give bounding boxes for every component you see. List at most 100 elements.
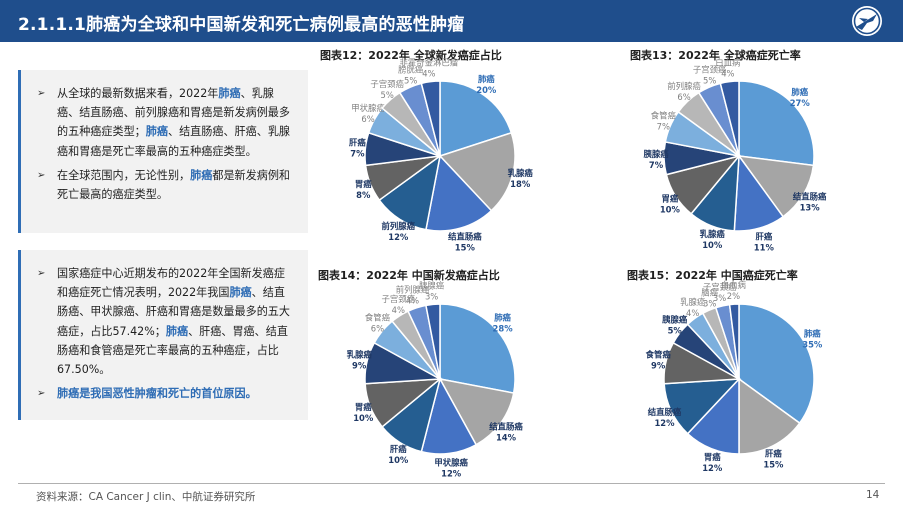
- slice-value-label: 3%: [703, 298, 716, 308]
- slice-value-label: 6%: [361, 114, 374, 124]
- pie-slice: [738, 80, 815, 167]
- slice-value-label: 15%: [455, 242, 476, 252]
- slice-label: 前列腺癌: [382, 221, 416, 231]
- slice-value-label: 10%: [388, 455, 409, 465]
- bullet-arrow-icon: ➢: [37, 268, 46, 279]
- slice-value-label: 11%: [754, 242, 775, 252]
- chart-title-15: 图表15：2022年 中国癌症死亡率: [627, 269, 798, 282]
- slice-value-label: 3%: [425, 291, 438, 301]
- slice-label: 前列腺癌: [396, 284, 430, 294]
- bullet-item: ➢ 国家癌症中心近期发布的2022年全国新发癌症和癌症死亡情况表明，2022年我国…: [37, 264, 296, 379]
- slice-label: 胃癌: [704, 452, 721, 462]
- slice-value-label: 12%: [441, 468, 462, 478]
- slice-value-label: 10%: [660, 205, 681, 215]
- bullet-text: 、结直肠癌、肝癌、乳腺癌和胃癌是死亡率最高的五种癌症类型。: [57, 125, 291, 158]
- slice-value-label: 15%: [763, 459, 784, 469]
- slice-value-label: 14%: [496, 432, 517, 442]
- pie-slice: [738, 377, 801, 455]
- global-summary-list: ➢ 从全球的最新数据来看，2022年肺癌、乳腺癌、结直肠癌、前列腺癌和胃癌是新发病…: [21, 70, 308, 204]
- slice-value-label: 18%: [510, 179, 531, 189]
- bullet-text: 、结直肠癌、甲状腺癌、肝癌和胃癌是数量最多的五大癌症，占比57.42%；: [57, 286, 290, 338]
- slice-value-label: 9%: [352, 361, 367, 371]
- chart-title-14: 图表14：2022年 中国新发癌症占比: [318, 269, 500, 282]
- page-number: 14: [866, 489, 880, 501]
- slice-label: 子宫颈癌: [370, 79, 404, 89]
- bullet-arrow-icon: ➢: [37, 169, 46, 181]
- slice-value-label: 7%: [657, 122, 670, 132]
- bullet-text: 国家癌症中心近期发布的2022年全国新发癌症和癌症死亡情况表明，2022年我国: [57, 267, 285, 300]
- header-bar: 2.1.1.1肺癌为全球和中国新发和死亡病例最高的恶性肿瘤: [0, 0, 903, 42]
- highlight-text: 肺癌: [218, 87, 241, 100]
- slice-label: 脑癌: [701, 287, 718, 297]
- slice-value-label: 28%: [493, 323, 514, 333]
- slice-label: 甲状腺癌: [351, 103, 385, 113]
- bullet-item: ➢ 在全球范围内，无论性别，肺癌都是新发病例和死亡最高的癌症类型。: [37, 166, 296, 204]
- pie-slice: [425, 154, 493, 232]
- slice-label: 结直肠癌: [448, 231, 482, 241]
- slice-label: 食管癌: [646, 350, 672, 360]
- slice-label: 乳腺癌: [347, 350, 373, 360]
- slice-label: 白血病: [715, 58, 741, 68]
- slice-value-label: 4%: [406, 295, 419, 305]
- slice-label: 非霍奇金淋巴瘤: [400, 58, 459, 68]
- slice-label: 食管癌: [651, 111, 677, 121]
- pie-slice: [737, 155, 815, 218]
- highlight-text: 肺癌: [165, 324, 189, 338]
- slice-label: 胃癌: [355, 179, 372, 189]
- bullet-item: ➢ 肺癌是我国恶性肿瘤和死亡的首位原因。: [37, 384, 296, 403]
- company-logo-icon: [852, 6, 882, 36]
- pie-slice: [439, 303, 516, 394]
- chart-title-12: 图表12：2022年 全球新发癌症占比: [320, 49, 502, 62]
- bullet-text: 在全球范围内，无论性别，: [57, 168, 191, 182]
- slice-label: 子宫颈癌: [693, 64, 727, 74]
- slice-value-label: 8%: [356, 190, 371, 200]
- highlight-text: 肺癌: [145, 125, 168, 139]
- pie-slice: [728, 303, 740, 380]
- highlight-text: 肺癌是我国恶性肿瘤和死亡的首位原因。: [57, 387, 257, 401]
- highlight-text: 肺癌: [190, 168, 213, 182]
- pie-slice: [438, 131, 516, 212]
- slice-value-label: 20%: [476, 85, 497, 95]
- slice-value-label: 6%: [371, 323, 384, 333]
- pie-slice: [719, 80, 740, 157]
- slice-label: 前列腺癌: [667, 81, 701, 91]
- slice-label: 肝癌: [349, 138, 366, 148]
- pie-slice: [738, 303, 815, 425]
- slice-value-label: 5%: [380, 90, 393, 100]
- slice-value-label: 7%: [350, 149, 365, 159]
- slice-value-label: 4%: [721, 69, 734, 79]
- slice-value-label: 6%: [677, 92, 690, 102]
- bullet-text: 从全球的最新数据来看，2022年: [57, 87, 219, 100]
- slice-label: 肝癌: [390, 444, 407, 454]
- bullet-text: 、乳腺癌、结直肠癌、前列腺癌和胃癌是新发病例最多的五种癌症类型；: [57, 87, 290, 139]
- slice-label: 结直肠癌: [648, 407, 682, 417]
- slice-label: 乳腺癌: [680, 297, 706, 307]
- highlight-text: 肺癌: [229, 286, 252, 300]
- slice-value-label: 10%: [702, 240, 723, 250]
- slice-label: 胰腺癌: [643, 149, 669, 159]
- slice-value-label: 5%: [668, 325, 683, 335]
- slice-value-label: 3%: [713, 293, 726, 303]
- slice-label: 肺癌: [804, 329, 821, 339]
- slice-label: 子宫颈癌: [382, 294, 416, 304]
- pie-chart-china-incidence: 肺癌28%结直肠癌14%甲状腺癌12%肝癌10%胃癌10%乳腺癌9%食管癌6%子…: [347, 280, 524, 478]
- slice-label: 膀胱癌: [398, 64, 424, 74]
- slice-value-label: 4%: [392, 305, 405, 315]
- slice-value-label: 2%: [727, 291, 740, 301]
- slice-label: 子宫颈癌: [703, 282, 737, 292]
- slice-label: 甲状腺癌: [434, 457, 468, 467]
- bullet-text: 、肝癌、胃癌、结直肠癌和食管癌是死亡率最高的五种癌症，占比67.50%。: [57, 324, 288, 377]
- slice-value-label: 12%: [388, 232, 409, 242]
- slice-label: 白血病: [721, 280, 747, 290]
- pie-chart-global-mortality: 肺癌27%结直肠癌13%肝癌11%乳腺癌10%胃癌10%胰腺癌7%食管癌7%前列…: [643, 58, 826, 253]
- bullet-item: ➢ 从全球的最新数据来看，2022年肺癌、乳腺癌、结直肠癌、前列腺癌和胃癌是新发病…: [37, 84, 296, 161]
- slice-label: 肺癌: [494, 312, 511, 322]
- slice-label: 肝癌: [755, 231, 772, 241]
- page-title: 2.1.1.1肺癌为全球和中国新发和死亡病例最高的恶性肿瘤: [18, 15, 465, 35]
- slice-value-label: 9%: [651, 361, 666, 371]
- slice-label: 胃癌: [355, 402, 372, 412]
- slice-label: 肺癌: [478, 74, 495, 84]
- slice-label: 胰腺癌: [662, 314, 688, 324]
- slice-label: 肝癌: [765, 448, 782, 458]
